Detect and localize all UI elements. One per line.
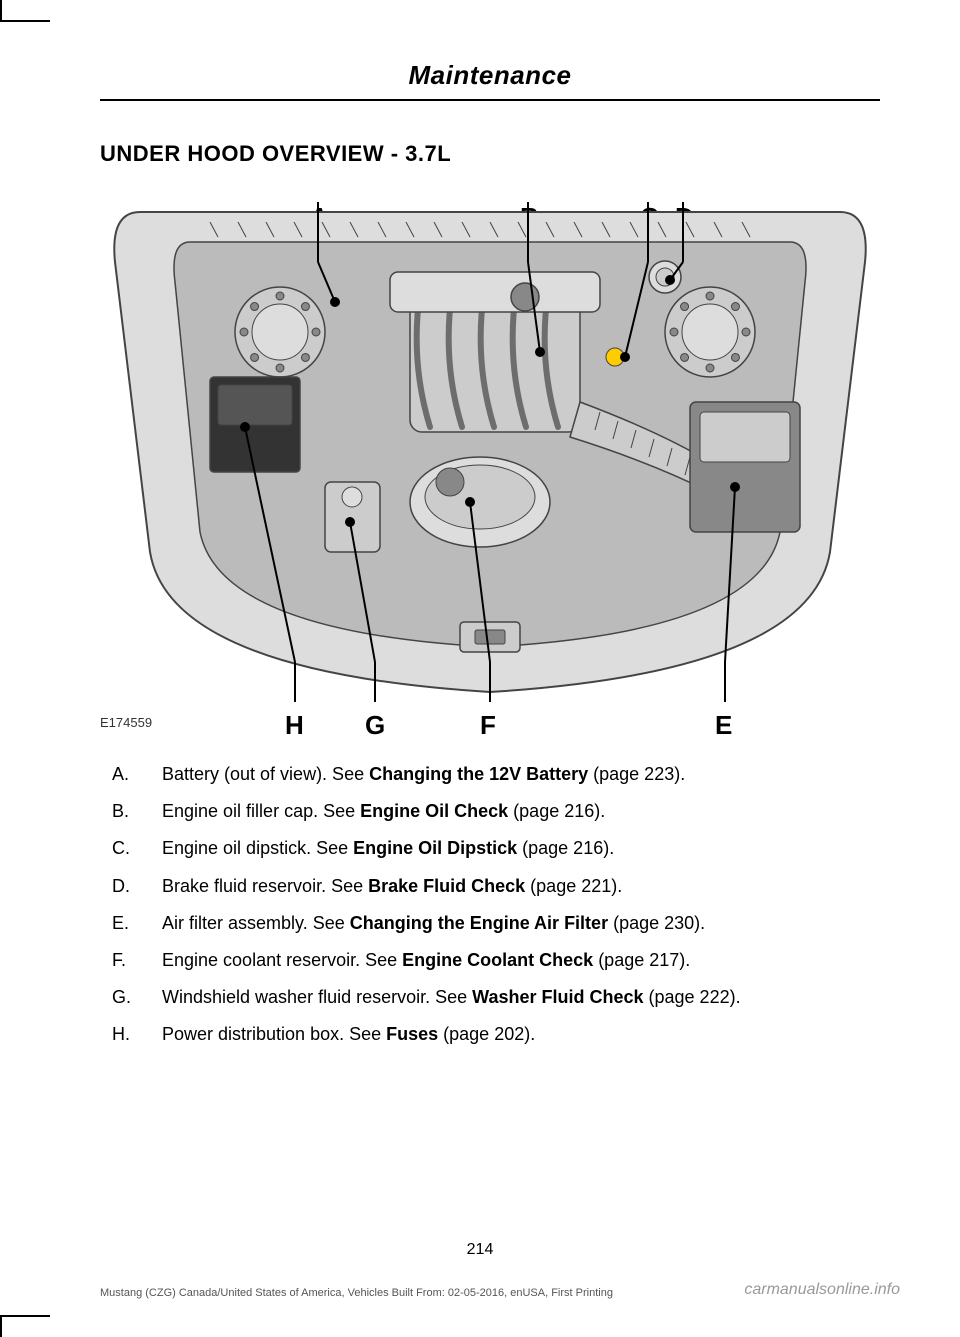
list-item: G.Windshield washer fluid reservoir. See… (112, 985, 880, 1010)
figure-id: E174559 (100, 715, 152, 730)
list-item-body: Engine oil dipstick. See Engine Oil Dips… (162, 836, 880, 861)
list-item-ref: Engine Oil Check (360, 801, 508, 821)
callout-F: F (480, 710, 496, 741)
list-item-letter: D. (112, 874, 162, 899)
diagram-wrap: ABCD HGFE E174559 (110, 202, 870, 702)
list-item-ref: Washer Fluid Check (472, 987, 643, 1007)
list-item-body: Battery (out of view). See Changing the … (162, 762, 880, 787)
list-item: H.Power distribution box. See Fuses (pag… (112, 1022, 880, 1047)
page-number: 214 (0, 1241, 960, 1259)
list-item-ref: Brake Fluid Check (368, 876, 525, 896)
list-item-body: Engine oil filler cap. See Engine Oil Ch… (162, 799, 880, 824)
list-item-letter: E. (112, 911, 162, 936)
list-item-letter: C. (112, 836, 162, 861)
list-item-letter: G. (112, 985, 162, 1010)
callout-G: G (365, 710, 385, 741)
header-title: Maintenance (100, 60, 880, 91)
list-item-ref: Engine Oil Dipstick (353, 838, 517, 858)
watermark: carmanualsonline.info (744, 1281, 900, 1299)
list-item-ref: Changing the 12V Battery (369, 764, 588, 784)
list-item: E.Air filter assembly. See Changing the … (112, 911, 880, 936)
list-item-letter: F. (112, 948, 162, 973)
engine-svg (110, 202, 870, 702)
list-item: B.Engine oil filler cap. See Engine Oil … (112, 799, 880, 824)
list-item-body: Power distribution box. See Fuses (page … (162, 1022, 880, 1047)
list-item-ref: Changing the Engine Air Filter (350, 913, 608, 933)
list-item-ref: Engine Coolant Check (402, 950, 593, 970)
list-item: A.Battery (out of view). See Changing th… (112, 762, 880, 787)
list-item: F.Engine coolant reservoir. See Engine C… (112, 948, 880, 973)
list-item-ref: Fuses (386, 1024, 438, 1044)
list-item-letter: H. (112, 1022, 162, 1047)
footer-text: Mustang (CZG) Canada/United States of Am… (100, 1287, 613, 1299)
callout-E: E (715, 710, 732, 741)
page-content: Maintenance UNDER HOOD OVERVIEW - 3.7L A… (0, 0, 960, 1337)
page-header: Maintenance (100, 60, 880, 91)
list-item-body: Windshield washer fluid reservoir. See W… (162, 985, 880, 1010)
header-rule (100, 99, 880, 101)
list-item-body: Engine coolant reservoir. See Engine Coo… (162, 948, 880, 973)
engine-diagram (110, 202, 870, 702)
component-list: A.Battery (out of view). See Changing th… (112, 762, 880, 1048)
list-item-letter: A. (112, 762, 162, 787)
list-item: C.Engine oil dipstick. See Engine Oil Di… (112, 836, 880, 861)
list-item-body: Air filter assembly. See Changing the En… (162, 911, 880, 936)
callout-H: H (285, 710, 304, 741)
list-item-body: Brake fluid reservoir. See Brake Fluid C… (162, 874, 880, 899)
list-item-letter: B. (112, 799, 162, 824)
section-title: UNDER HOOD OVERVIEW - 3.7L (100, 141, 880, 167)
list-item: D.Brake fluid reservoir. See Brake Fluid… (112, 874, 880, 899)
